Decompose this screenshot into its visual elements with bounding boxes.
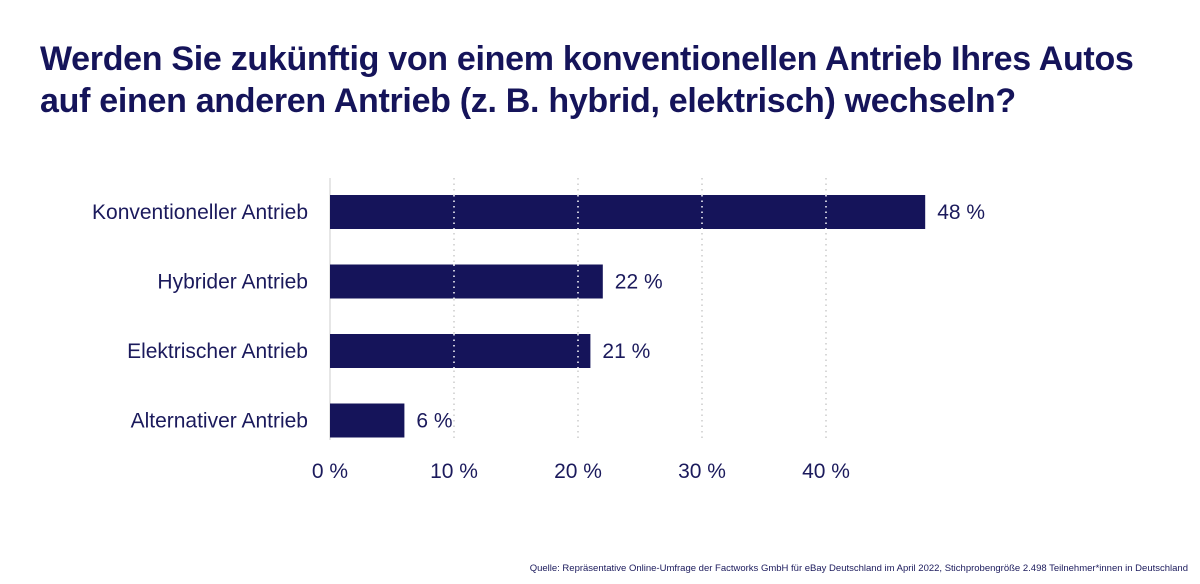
bar-3 [330,334,591,368]
x-tick-label: 40 % [802,460,850,483]
value-label: 6 % [416,410,452,433]
value-label: 48 % [937,201,985,224]
source-note: Quelle: Repräsentative Online-Umfrage de… [529,563,1188,574]
category-label: Konventioneller Antrieb [92,201,308,224]
bar-1 [330,195,926,229]
value-label: 21 % [602,340,650,363]
bars-layer [330,195,926,438]
value-label: 22 % [615,271,663,294]
category-label: Alternativer Antrieb [131,410,308,433]
x-tick-label: 0 % [312,460,348,483]
x-tick-label: 30 % [678,460,726,483]
x-tick-label: 20 % [554,460,602,483]
x-tick-label: 10 % [430,460,478,483]
category-label: Hybrider Antrieb [157,271,308,294]
bar-2 [330,264,603,299]
chart-title: Werden Sie zukünftig von einem konventio… [40,40,1134,120]
labels-layer: 0 % 10 % 20 % 30 % 40 % Konventioneller Antri… [92,201,985,483]
bar-4 [330,403,405,438]
category-label: Elektrischer Antrieb [127,340,308,363]
